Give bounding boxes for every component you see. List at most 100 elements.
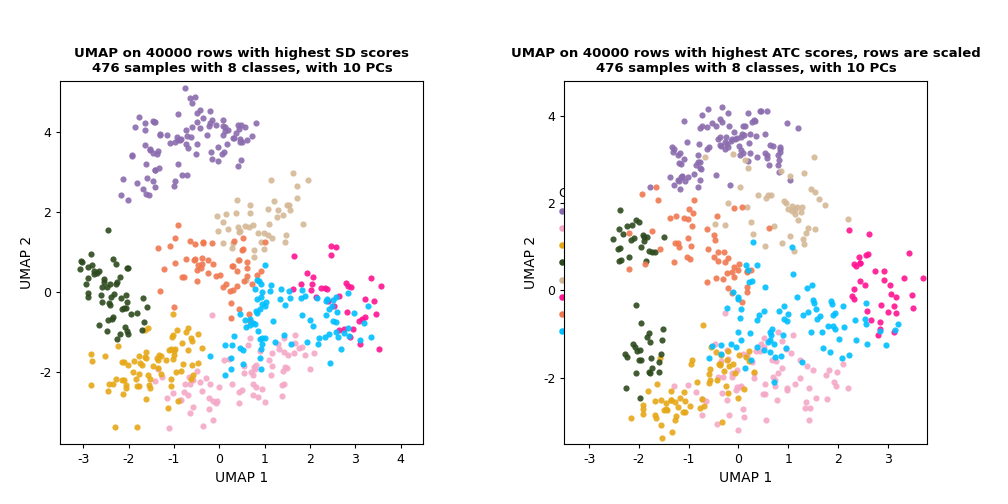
03 [137, 353, 153, 361]
042 [792, 208, 808, 216]
044 [190, 261, 206, 269]
042 [260, 205, 276, 213]
043 [326, 302, 342, 310]
01 [727, 128, 743, 136]
01 [152, 132, 168, 140]
041 [108, 280, 124, 288]
041 [108, 260, 124, 268]
03 [718, 383, 734, 391]
03 [97, 352, 113, 360]
03 [138, 395, 154, 403]
02 [764, 356, 780, 364]
042 [796, 169, 812, 177]
02 [184, 403, 201, 411]
02 [234, 386, 250, 394]
01 [129, 179, 145, 187]
02 [236, 361, 252, 369]
05 [319, 295, 335, 303]
05 [245, 319, 261, 327]
01 [149, 151, 165, 159]
02 [274, 381, 290, 389]
03 [720, 389, 736, 397]
03 [664, 428, 680, 436]
03 [150, 356, 166, 364]
05 [252, 354, 268, 362]
01 [699, 145, 715, 153]
01 [733, 133, 749, 141]
02 [245, 380, 261, 388]
05 [889, 320, 905, 328]
044 [229, 267, 245, 275]
02 [779, 386, 795, 394]
044 [162, 241, 178, 249]
041 [639, 233, 655, 241]
X-axis label: UMAP 1: UMAP 1 [216, 471, 268, 485]
01 [708, 171, 724, 179]
02 [717, 308, 733, 317]
02 [279, 364, 295, 372]
043 [895, 274, 911, 282]
044 [173, 273, 190, 281]
05 [218, 341, 234, 349]
03 [656, 406, 672, 414]
043 [863, 316, 879, 324]
05 [762, 336, 778, 344]
03 [662, 396, 678, 404]
03 [648, 413, 664, 421]
02 [248, 361, 264, 369]
03 [125, 357, 141, 365]
01 [215, 122, 231, 130]
05 [859, 340, 875, 348]
03 [162, 375, 178, 383]
044 [249, 271, 265, 279]
05 [784, 243, 800, 251]
043 [363, 274, 379, 282]
02 [224, 380, 240, 388]
044 [685, 209, 702, 217]
02 [719, 396, 735, 404]
041 [112, 330, 128, 338]
02 [176, 388, 193, 396]
05 [248, 307, 264, 315]
02 [231, 399, 247, 407]
X-axis label: UMAP 1: UMAP 1 [720, 471, 772, 485]
03 [651, 354, 667, 362]
02 [752, 347, 768, 355]
044 [709, 212, 725, 220]
041 [109, 278, 125, 286]
043 [886, 329, 902, 337]
03 [138, 354, 154, 362]
03 [702, 379, 718, 387]
044 [208, 272, 224, 280]
044 [187, 239, 204, 247]
05 [276, 331, 292, 339]
02 [176, 380, 193, 388]
041 [642, 338, 658, 346]
042 [763, 191, 779, 199]
01 [742, 130, 758, 138]
02 [269, 340, 285, 348]
041 [119, 298, 135, 306]
01 [233, 135, 249, 143]
044 [650, 196, 666, 204]
042 [282, 206, 298, 214]
041 [97, 278, 113, 286]
03 [712, 361, 728, 369]
05 [848, 336, 864, 344]
01 [670, 151, 686, 159]
041 [117, 323, 133, 331]
01 [203, 119, 219, 127]
042 [210, 227, 226, 235]
01 [190, 109, 206, 117]
02 [755, 390, 771, 398]
044 [224, 263, 240, 271]
02 [248, 383, 264, 391]
05 [294, 311, 310, 319]
041 [654, 325, 670, 333]
Title: UMAP on 40000 rows with highest SD scores
476 samples with 8 classes, with 10 PC: UMAP on 40000 rows with highest SD score… [75, 47, 409, 75]
041 [633, 319, 649, 327]
01 [762, 142, 778, 150]
01 [239, 136, 255, 144]
01 [689, 158, 706, 166]
03 [85, 357, 101, 365]
